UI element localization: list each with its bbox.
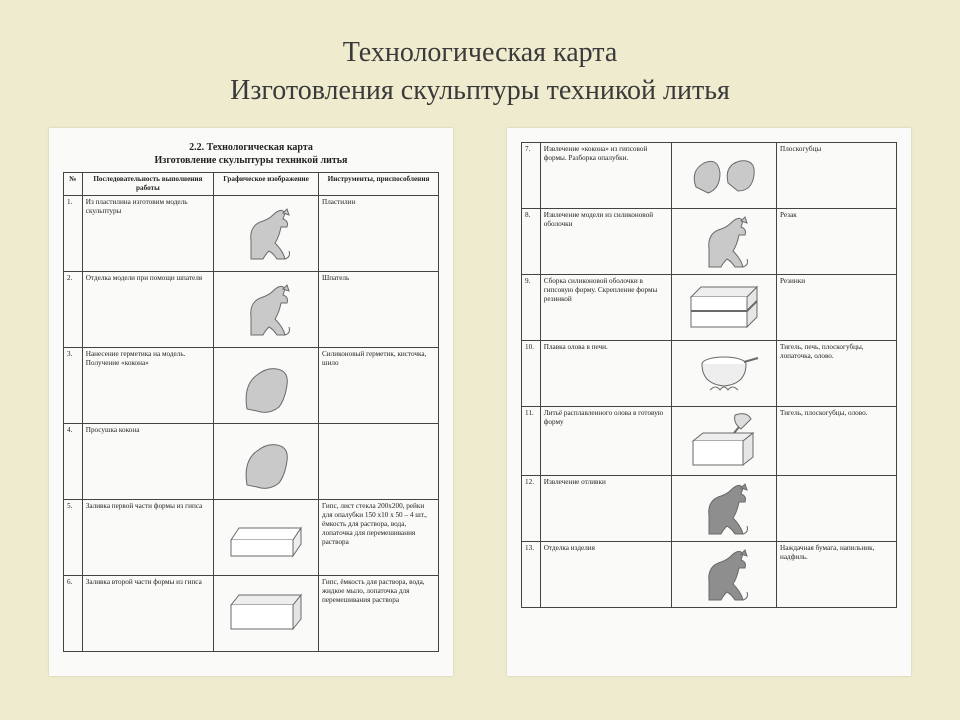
- cell-seq: Извлечение модели из силиконовой оболочк…: [540, 208, 671, 274]
- table-row: 13.Отделка изделия Наждачная бумага, нап…: [522, 541, 897, 607]
- col-graphic: Графическое изображение: [214, 172, 319, 195]
- cell-graphic: [672, 142, 777, 208]
- table-row: 7.Извлечение «кокона» из гипсовой формы.…: [522, 142, 897, 208]
- title-line-1: Технологическая карта: [343, 37, 618, 68]
- sketch-icon: [672, 409, 776, 473]
- cell-num: 10.: [522, 340, 541, 406]
- sketch-icon: [214, 431, 318, 491]
- sketch-icon: [214, 589, 318, 637]
- cell-tools: Резинки: [777, 274, 897, 340]
- sketch-icon: [214, 203, 318, 263]
- cell-seq: Литьё расплавленного олова в готовую фор…: [540, 406, 671, 475]
- pages-row: 2.2. Технологическая карта Изготовление …: [0, 128, 960, 676]
- document-page-1: 2.2. Технологическая карта Изготовление …: [49, 128, 453, 676]
- cell-num: 8.: [522, 208, 541, 274]
- cell-seq: Заливка второй части формы из гипса: [82, 575, 213, 651]
- cell-seq: Извлечение «кокона» из гипсовой формы. Р…: [540, 142, 671, 208]
- cell-graphic: [214, 347, 319, 423]
- table-row: 1.Из пластилина изготовим модель скульпт…: [64, 195, 439, 271]
- col-num: №: [64, 172, 83, 195]
- cell-graphic: [214, 271, 319, 347]
- cell-graphic: [214, 423, 319, 499]
- cell-tools: [777, 475, 897, 541]
- col-seq: Последовательность выполнения работы: [82, 172, 213, 195]
- cell-graphic: [672, 541, 777, 607]
- cell-num: 12.: [522, 475, 541, 541]
- table-row: 11.Литьё расплавленного олова в готовую …: [522, 406, 897, 475]
- cell-graphic: [672, 340, 777, 406]
- sketch-icon: [214, 355, 318, 415]
- table-row: 9.Сборка силиконовой оболочки в гипсовую…: [522, 274, 897, 340]
- cell-num: 3.: [64, 347, 83, 423]
- page2-table: 7.Извлечение «кокона» из гипсовой формы.…: [521, 142, 897, 608]
- sketch-icon: [672, 344, 776, 402]
- cell-num: 5.: [64, 499, 83, 575]
- table-row: 4.Просушка кокона: [64, 423, 439, 499]
- table-row: 5.Заливка первой части формы из гипса Ги…: [64, 499, 439, 575]
- title-line-2: Изготовления скульптуры техникой литья: [230, 75, 730, 106]
- sketch-icon: [672, 478, 776, 538]
- cell-graphic: [672, 274, 777, 340]
- cell-num: 2.: [64, 271, 83, 347]
- cell-graphic: [672, 475, 777, 541]
- cell-seq: Отделка модели при помощи шпателя: [82, 271, 213, 347]
- page1-subheading: Изготовление скульптуры техникой литья: [63, 155, 439, 166]
- cell-tools: Тигель, печь, плоскогубцы, лопаточка, ол…: [777, 340, 897, 406]
- cell-graphic: [214, 499, 319, 575]
- cell-tools: Плоскогубцы: [777, 142, 897, 208]
- cell-tools: Тигель, плоскогубцы, олово.: [777, 406, 897, 475]
- sketch-icon: [672, 147, 776, 203]
- cell-seq: Нанесение герметика на модель. Получение…: [82, 347, 213, 423]
- cell-graphic: [214, 195, 319, 271]
- page1-heading: 2.2. Технологическая карта: [63, 142, 439, 153]
- sketch-icon: [672, 544, 776, 604]
- cell-tools: Гипс, ёмкость для раствора, вода, жидкое…: [319, 575, 439, 651]
- cell-tools: Наждачная бумага, напильник, надфиль.: [777, 541, 897, 607]
- cell-tools: Резак: [777, 208, 897, 274]
- cell-graphic: [672, 406, 777, 475]
- cell-seq: Просушка кокона: [82, 423, 213, 499]
- sketch-icon: [672, 277, 776, 337]
- cell-num: 4.: [64, 423, 83, 499]
- cell-seq: Сборка силиконовой оболочки в гипсовую ф…: [540, 274, 671, 340]
- cell-tools: Силиконовый герметик, кисточка, шило: [319, 347, 439, 423]
- page1-table: № Последовательность выполнения работы Г…: [63, 172, 439, 652]
- cell-num: 7.: [522, 142, 541, 208]
- cell-tools: Пластилин: [319, 195, 439, 271]
- cell-seq: Отделка изделия: [540, 541, 671, 607]
- sketch-icon: [672, 211, 776, 271]
- cell-num: 11.: [522, 406, 541, 475]
- cell-graphic: [672, 208, 777, 274]
- cell-graphic: [214, 575, 319, 651]
- cell-num: 13.: [522, 541, 541, 607]
- cell-tools: Шпатель: [319, 271, 439, 347]
- sketch-icon: [214, 279, 318, 339]
- cell-seq: Извлечение отливки: [540, 475, 671, 541]
- cell-num: 1.: [64, 195, 83, 271]
- col-tools: Инструменты, приспособления: [319, 172, 439, 195]
- cell-seq: Плавка олова в печи.: [540, 340, 671, 406]
- document-page-2: 7.Извлечение «кокона» из гипсовой формы.…: [507, 128, 911, 676]
- cell-tools: Гипс, лист стекла 200х200, рейки для опа…: [319, 499, 439, 575]
- table-row: 10.Плавка олова в печи. Тигель, печь, пл…: [522, 340, 897, 406]
- cell-num: 6.: [64, 575, 83, 651]
- cell-seq: Заливка первой части формы из гипса: [82, 499, 213, 575]
- slide-title: Технологическая карта Изготовления скуль…: [0, 0, 960, 110]
- table-row: 6.Заливка второй части формы из гипса Ги…: [64, 575, 439, 651]
- table-row: 2.Отделка модели при помощи шпателя Шпат…: [64, 271, 439, 347]
- table-row: 3.Нанесение герметика на модель. Получен…: [64, 347, 439, 423]
- cell-tools: [319, 423, 439, 499]
- table-row: 12.Извлечение отливки: [522, 475, 897, 541]
- cell-num: 9.: [522, 274, 541, 340]
- cell-seq: Из пластилина изготовим модель скульптур…: [82, 195, 213, 271]
- sketch-icon: [214, 510, 318, 564]
- table-row: 8.Извлечение модели из силиконовой оболо…: [522, 208, 897, 274]
